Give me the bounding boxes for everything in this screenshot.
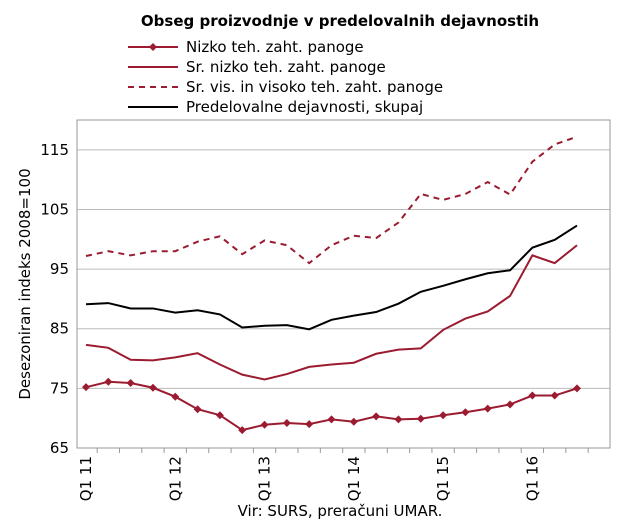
marker xyxy=(506,400,515,409)
y-tick-label: 75 xyxy=(50,379,69,397)
marker xyxy=(394,415,403,424)
series-line xyxy=(85,135,578,265)
marker xyxy=(260,420,269,429)
y-tick-label: 115 xyxy=(40,141,69,159)
marker xyxy=(104,377,113,386)
marker xyxy=(171,392,180,401)
legend-marker xyxy=(149,43,157,51)
marker xyxy=(193,405,202,414)
y-tick-label: 105 xyxy=(40,200,69,218)
marker xyxy=(148,383,157,392)
plot-frame xyxy=(76,119,611,449)
chart-title: Obseg proizvodnje v predelovalnih dejavn… xyxy=(141,12,539,30)
marker xyxy=(416,414,425,423)
x-tick-label: Q1 13 xyxy=(256,456,274,501)
legend-label: Predelovalne dejavnosti, skupaj xyxy=(186,98,423,116)
y-tick-label: 85 xyxy=(50,320,69,338)
marker xyxy=(528,391,537,400)
x-tick-label: Q1 12 xyxy=(166,456,184,501)
marker xyxy=(349,417,358,426)
x-tick-label: Q1 16 xyxy=(523,456,541,501)
y-axis-label: Desezoniran indeks 2008=100 xyxy=(16,168,34,399)
marker xyxy=(282,418,291,427)
marker xyxy=(439,411,448,420)
marker xyxy=(573,384,581,393)
series-line xyxy=(85,224,578,331)
y-tick-label: 65 xyxy=(50,439,69,457)
legend-label: Sr. vis. in visoko teh. zaht. panoge xyxy=(186,78,443,96)
marker xyxy=(305,420,314,429)
x-tick-label: Q1 15 xyxy=(434,456,452,501)
legend-label: Nizko teh. zaht. panoge xyxy=(186,38,364,56)
x-tick-label: Q1 11 xyxy=(77,456,95,501)
marker xyxy=(550,391,559,400)
marker xyxy=(372,412,381,421)
x-tick-label: Q1 14 xyxy=(345,456,363,501)
legend-label: Sr. nizko teh. zaht. panoge xyxy=(186,58,386,76)
marker xyxy=(327,415,336,424)
source: Vir: SURS, preračuni UMAR. xyxy=(238,502,443,520)
marker xyxy=(461,408,470,417)
marker xyxy=(126,378,135,387)
marker xyxy=(238,426,247,435)
marker xyxy=(82,383,90,392)
marker xyxy=(483,404,492,413)
y-tick-label: 95 xyxy=(50,260,69,278)
marker xyxy=(215,411,224,420)
series-line xyxy=(85,244,578,381)
